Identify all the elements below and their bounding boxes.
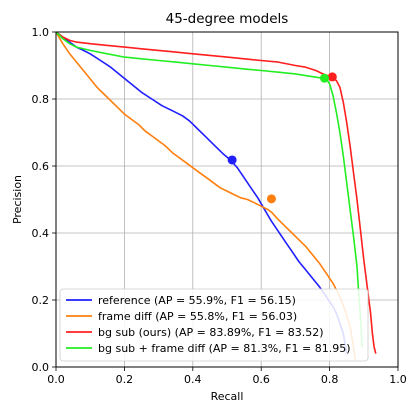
y-tick-label: 1.0 — [32, 26, 50, 39]
series-line-1 — [55, 31, 357, 361]
series-layer — [55, 31, 377, 361]
series-line-3 — [55, 31, 363, 347]
y-tick-label: 0.6 — [32, 160, 50, 173]
marker-layer — [227, 72, 337, 204]
x-axis-label: Recall — [211, 390, 244, 403]
x-tick-label: 1.0 — [389, 373, 407, 386]
legend: reference (AP = 55.9%, F1 = 56.15) frame … — [59, 288, 369, 362]
series-line-2 — [55, 31, 377, 354]
x-tick-label: 0.2 — [116, 373, 134, 386]
y-tick-label: 0.2 — [32, 294, 50, 307]
x-tick-label: 0.4 — [184, 373, 202, 386]
y-tick-label: 0.8 — [32, 93, 50, 106]
series-line-0 — [55, 31, 348, 354]
x-tick-label: 0.8 — [321, 373, 339, 386]
legend-label-0: reference (AP = 55.9%, F1 = 56.15) — [98, 294, 296, 307]
legend-label-3: bg sub + frame diff (AP = 81.3%, F1 = 81… — [98, 342, 351, 355]
y-tick-label: 0.0 — [32, 361, 50, 374]
chart-title: 45-degree models — [166, 11, 289, 27]
series-marker-1 — [266, 194, 276, 204]
tick-layer: 0.0 0.2 0.4 0.6 0.8 1.0 0.0 0.2 0.4 0.6 0.8 1.0 — [32, 26, 407, 386]
legend-box — [59, 288, 369, 362]
series-marker-2 — [327, 72, 337, 82]
plot-frame — [55, 31, 399, 368]
legend-label-2: bg sub (ours) (AP = 83.89%, F1 = 83.52) — [98, 326, 324, 339]
y-axis-label: Precision — [11, 175, 24, 224]
x-tick-label: 0.0 — [47, 373, 65, 386]
series-marker-3 — [319, 73, 329, 83]
x-tick-label: 0.6 — [252, 373, 270, 386]
legend-label-1: frame diff (AP = 55.8%, F1 = 56.03) — [98, 310, 297, 323]
series-marker-0 — [227, 155, 237, 165]
y-tick-label: 0.4 — [32, 227, 50, 240]
